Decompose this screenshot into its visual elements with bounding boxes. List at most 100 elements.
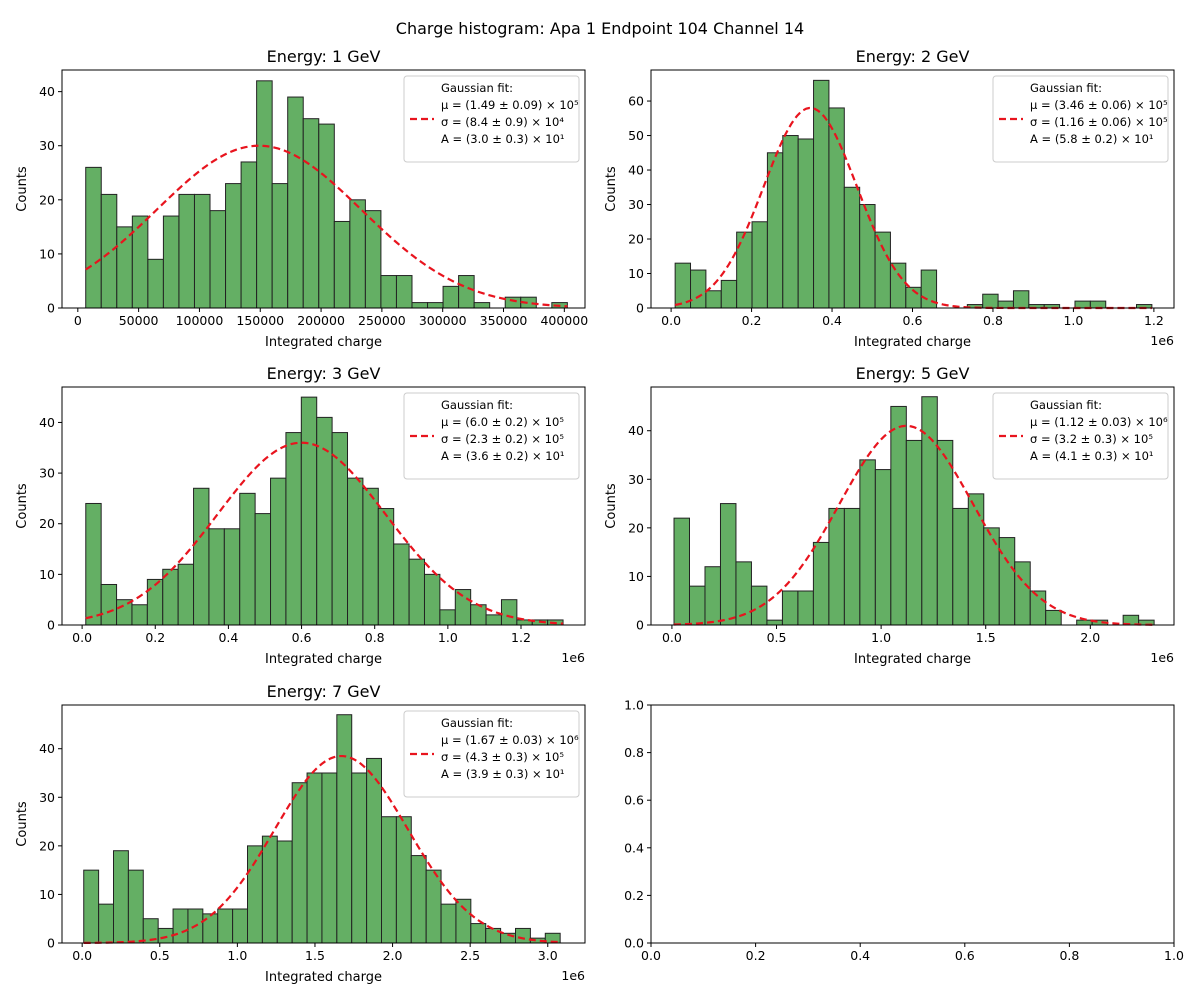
legend-entry: A = (5.8 ± 0.2) × 10¹ (1030, 132, 1154, 146)
histogram-bar (162, 215, 180, 309)
histogram-bar (321, 772, 338, 944)
x-tick-label: 0.0 (641, 948, 661, 963)
histogram-bar (889, 262, 907, 309)
histogram-bar (291, 782, 308, 944)
subplot-1: 0 50000 100000 150000 200000 250000 300000 3500… (15, 47, 588, 350)
subplot-2: 0.0 0.2 0.4 0.6 0.8 1.0 1.2 0 10 20 30 40 50 60 Energy… (604, 47, 1175, 350)
x-tick-label: 0.0 (662, 630, 682, 645)
y-tick-label: 10 (39, 887, 55, 902)
y-tick-label: 20 (39, 192, 55, 207)
x-tick-label: 1.0 (1164, 948, 1184, 963)
legend-entry: A = (3.0 ± 0.3) × 10¹ (441, 132, 565, 146)
x-offset-label: 1e6 (1150, 650, 1174, 665)
histogram-bar (967, 493, 985, 626)
histogram-bar (333, 220, 351, 309)
x-tick-label: 0.0 (72, 948, 92, 963)
histogram-bar (690, 269, 707, 309)
gaussian-fit-line (85, 441, 564, 625)
histogram-bar (193, 487, 210, 626)
legend-box (403, 710, 580, 798)
histogram-bar (223, 528, 241, 626)
histogram-bar (202, 913, 219, 944)
y-tick-label: 20 (628, 232, 644, 247)
histogram-bar (331, 432, 349, 626)
x-axis-label: Integrated charge (265, 652, 382, 667)
legend-title: Gaussian fit: (1030, 398, 1102, 412)
histogram-bar (751, 221, 768, 309)
y-tick-label: 1.0 (624, 698, 644, 713)
y-tick-label: 40 (39, 741, 55, 756)
histogram-bar (411, 302, 429, 309)
histogram-bar (720, 279, 738, 309)
axes-frame (61, 69, 586, 309)
histogram-bar (366, 757, 383, 944)
x-axis-label: Integrated charge (265, 970, 382, 985)
legend-title: Gaussian fit: (1030, 81, 1102, 95)
x-tick-label: 0.8 (365, 630, 385, 645)
x-tick-label: 1.0 (1063, 313, 1083, 328)
legend-entry: μ = (1.12 ± 0.03) × 10⁶ (1030, 415, 1168, 429)
histogram-bar (952, 507, 969, 626)
histogram-bar (113, 850, 129, 944)
histogram-bar (843, 186, 861, 309)
x-offset-label: 1e6 (561, 650, 585, 665)
histogram-bar (232, 908, 249, 944)
x-tick-label: 0.4 (218, 630, 238, 645)
histogram-bar (410, 855, 427, 944)
histogram-bar (131, 215, 149, 309)
x-tick-label: 2.5 (460, 948, 480, 963)
histogram-bar (750, 585, 768, 626)
legend: Gaussian fit: μ = (3.46 ± 0.06) × 10⁵ σ = … (992, 75, 1169, 163)
y-tick-label: 10 (39, 246, 55, 261)
histogram-bar (261, 835, 278, 944)
histogram-bar (673, 517, 690, 626)
histogram-bar (812, 541, 830, 626)
legend-entry: A = (3.6 ± 0.2) × 10¹ (441, 449, 565, 463)
legend-entry: σ = (1.16 ± 0.06) × 10⁵ (1030, 115, 1168, 129)
x-tick-label: 0.8 (1059, 948, 1079, 963)
y-tick-label: 0.4 (624, 840, 644, 855)
x-tick-label: 1.0 (871, 630, 891, 645)
y-tick-label: 30 (628, 197, 644, 212)
histogram-bar (515, 927, 531, 944)
subplot-title: Energy: 2 GeV (856, 47, 970, 66)
histogram-bar (704, 566, 721, 626)
histogram-bar (287, 96, 304, 309)
legend: Gaussian fit: μ = (1.12 ± 0.03) × 10⁶ σ = … (992, 392, 1169, 480)
legend-title: Gaussian fit: (441, 398, 513, 412)
histogram-bar (349, 199, 366, 309)
histogram-bar (408, 558, 425, 626)
histogram-bar (276, 840, 293, 944)
histogram-bar (1014, 561, 1031, 626)
legend: Gaussian fit: μ = (1.67 ± 0.03) × 10⁶ σ = … (403, 710, 580, 798)
legend-entry: μ = (1.67 ± 0.03) × 10⁶ (441, 733, 579, 747)
subplot-title: Energy: 7 GeV (267, 682, 381, 701)
histogram-bar (1045, 609, 1062, 626)
histogram-bar (127, 869, 144, 944)
gaussian-fit-line (85, 144, 568, 308)
histogram-bar (874, 231, 891, 309)
histogram-bar (859, 459, 876, 626)
legend-box (992, 392, 1169, 480)
histogram-bar (797, 590, 814, 626)
histogram-bar (395, 275, 413, 309)
x-tick-label: 0.0 (72, 630, 92, 645)
x-tick-label: 0.4 (850, 948, 870, 963)
histogram-bar (905, 439, 923, 626)
x-tick-label: 0.2 (746, 948, 766, 963)
y-tick-label: 30 (39, 790, 55, 805)
y-tick-label: 0.8 (624, 745, 644, 760)
histogram-bar (982, 293, 999, 309)
histogram-bar (998, 537, 1016, 626)
histogram-bar (504, 296, 522, 309)
histogram-bar (347, 477, 364, 626)
y-tick-label: 0.0 (624, 936, 644, 951)
y-axis-label: Counts (15, 801, 30, 847)
histogram-bar (217, 908, 234, 944)
histogram-bar (157, 927, 174, 944)
subplot-3: 0.0 0.2 0.4 0.6 0.8 1.0 1.2 0 10 20 30 40 Energy: 3 … (15, 364, 586, 667)
x-tick-label: 0.2 (742, 313, 762, 328)
histogram-bar (100, 583, 118, 626)
axes-frame (650, 704, 1175, 944)
